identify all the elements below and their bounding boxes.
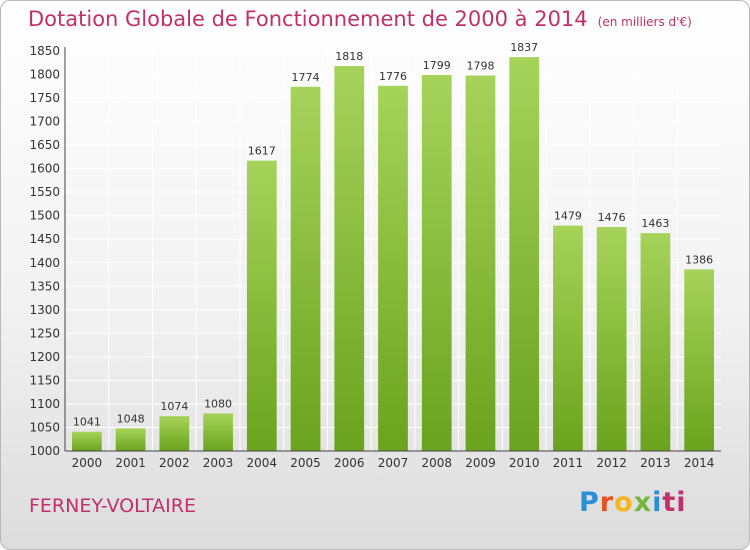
y-tick-label: 1600: [29, 162, 60, 176]
y-tick-label: 1150: [29, 373, 60, 387]
x-tick-label: 2000: [72, 456, 103, 470]
x-tick-label: 2004: [247, 456, 278, 470]
x-tick-label: 2013: [640, 456, 671, 470]
y-tick-label: 1100: [29, 397, 60, 411]
y-tick-label: 1350: [29, 279, 60, 293]
value-label: 1799: [423, 59, 451, 72]
y-tick-label: 1000: [29, 444, 60, 458]
value-label: 1818: [335, 50, 363, 63]
x-tick-label: 2014: [684, 456, 715, 470]
x-tick-label: 2002: [159, 456, 190, 470]
bar: [246, 160, 277, 451]
value-label: 1386: [685, 253, 713, 266]
y-tick-label: 1550: [29, 185, 60, 199]
x-tick-label: 2001: [115, 456, 146, 470]
y-tick-label: 1650: [29, 138, 60, 152]
value-label: 1798: [466, 59, 494, 72]
x-tick-label: 2005: [290, 456, 321, 470]
x-tick-label: 2009: [465, 456, 496, 470]
chart-subtitle: (en milliers d'€): [597, 15, 692, 29]
y-tick-label: 1200: [29, 350, 60, 364]
y-tick-label: 1450: [29, 232, 60, 246]
x-tick-label: 2011: [553, 456, 584, 470]
y-tick-label: 1700: [29, 115, 60, 129]
x-tick-label: 2006: [334, 456, 365, 470]
value-label: 1837: [510, 41, 538, 54]
y-tick-label: 1050: [29, 420, 60, 434]
bar: [509, 57, 540, 451]
bar: [596, 227, 627, 451]
bar: [203, 413, 233, 451]
value-label: 1476: [598, 211, 626, 224]
value-label: 1479: [554, 210, 582, 223]
value-label: 1617: [248, 145, 276, 158]
axes: 1000 1050 1100 1150 1200 1250 1300 1350 1400 1450…: [29, 44, 721, 470]
x-tick-label: 2010: [509, 456, 540, 470]
value-label: 1048: [117, 412, 145, 425]
chart-title: Dotation Globale de Fonctionnement de 20…: [28, 7, 692, 31]
bar: [334, 66, 365, 451]
x-tick-label: 2003: [203, 456, 234, 470]
y-tick-label: 1300: [29, 303, 60, 317]
x-tick-label: 2007: [378, 456, 409, 470]
bar: [640, 233, 671, 451]
value-label: 1774: [292, 71, 320, 84]
x-tick-label: 2012: [596, 456, 627, 470]
bar: [290, 86, 321, 451]
y-tick-label: 1250: [29, 326, 60, 340]
proxiti-logo: Proxiti: [579, 487, 687, 518]
bar: [684, 269, 715, 451]
bar: [115, 428, 146, 451]
y-tick-label: 1850: [29, 44, 60, 58]
bar: [378, 85, 408, 451]
bar: [159, 416, 190, 451]
x-tick-label: 2008: [421, 456, 452, 470]
value-label: 1080: [204, 397, 232, 410]
y-tick-label: 1500: [29, 209, 60, 223]
bar: [553, 225, 583, 451]
value-label: 1776: [379, 70, 407, 83]
bar: [71, 431, 102, 451]
bar: [465, 75, 496, 452]
bar: [421, 75, 452, 451]
bars: 1041 1048 1074 1080 1617 1774 1818 1776 1799 1798…: [71, 41, 715, 452]
value-label: 1463: [641, 217, 669, 230]
y-tick-label: 1800: [29, 68, 60, 82]
city-name: FERNEY-VOLTAIRE: [29, 495, 196, 517]
value-label: 1041: [73, 416, 101, 429]
value-label: 1074: [160, 400, 188, 413]
y-tick-label: 1750: [29, 91, 60, 105]
y-tick-label: 1400: [29, 256, 60, 270]
